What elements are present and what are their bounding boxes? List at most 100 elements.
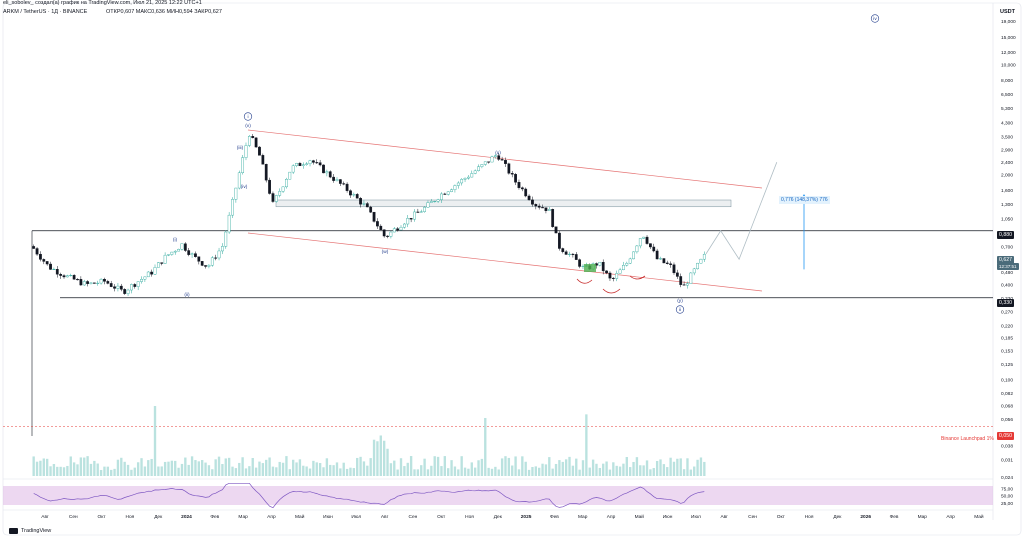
pattern-arc [576, 278, 593, 284]
volume-bar [291, 459, 295, 476]
volume-bar [110, 469, 113, 476]
y-tick-label: 15,000 [1001, 35, 1016, 41]
candle-body [659, 258, 662, 260]
candle-body [359, 198, 362, 205]
candle-body [507, 163, 511, 174]
volume-bar [612, 462, 615, 476]
volume-bar [349, 467, 352, 476]
volume-bar [281, 462, 285, 476]
rsi-tick-label: 25,00 [1001, 501, 1013, 507]
x-tick-label: Сен [748, 514, 757, 520]
volume-bar [470, 462, 473, 476]
candle-body [130, 284, 133, 291]
candle-body [183, 243, 187, 251]
volume-bar [302, 465, 305, 476]
x-tick-label: Дек [154, 514, 163, 520]
x-tick-label: Фев [550, 514, 559, 520]
candle-body [655, 250, 659, 260]
candle-body [483, 161, 487, 165]
volume-bar [423, 458, 426, 476]
volume-bar [463, 467, 467, 476]
y-tick-label: 0,082 [1001, 391, 1013, 397]
candle-body [615, 273, 619, 279]
volume-bar [268, 457, 271, 476]
wave-label-circle [870, 14, 880, 23]
candle-body [547, 209, 551, 211]
x-tick-label: Фев [890, 514, 899, 520]
candle-body [429, 201, 433, 203]
y-tick-label: 0,480 [1001, 270, 1013, 276]
candle-body [416, 211, 420, 213]
candle-body [325, 171, 329, 174]
rsi-band [3, 486, 993, 505]
candle-body [669, 263, 672, 265]
candle-body [571, 253, 575, 255]
volume-bar [625, 457, 628, 476]
volume-bar [238, 462, 241, 476]
tradingview-logo[interactable]: TradingView [9, 528, 51, 534]
volume-bar [106, 466, 110, 476]
volume-bar [194, 460, 197, 476]
volume-bar [211, 469, 214, 476]
candle-body [632, 251, 635, 260]
candle-body [504, 160, 507, 164]
candle-body [362, 203, 366, 205]
x-tick-label: Дек [833, 514, 842, 520]
y-tick-label: 0,031 [1001, 457, 1013, 463]
candle-body [55, 269, 59, 275]
volume-bar [538, 467, 541, 476]
volume-bar [52, 464, 56, 476]
volume-bar [672, 461, 676, 476]
candle-body [598, 261, 602, 266]
candle-body [315, 162, 319, 164]
wave-label: i [247, 114, 248, 120]
volume-bar [699, 457, 703, 476]
volume-bar [521, 456, 524, 476]
candle-body [510, 173, 514, 175]
candle-body [335, 179, 339, 181]
x-tick-label: Авг [41, 514, 49, 520]
volume-bar [426, 469, 430, 476]
candle-body [76, 279, 79, 281]
volume-bar [497, 469, 500, 476]
candle-body [345, 183, 349, 191]
candle-body [123, 289, 127, 294]
volume-bar [45, 458, 49, 476]
wave-label: (iv) [241, 184, 248, 190]
volume-bar [393, 460, 396, 476]
volume-bar [214, 459, 217, 476]
symbol-title[interactable]: ARKM / TetherUS · 1Д · BINANCE [3, 9, 88, 15]
candle-body [487, 161, 491, 163]
wave-label: (x) [495, 150, 501, 156]
volume-bar [153, 406, 157, 476]
volume-bar [514, 456, 517, 476]
candle-body [682, 284, 686, 286]
volume-bar [575, 458, 578, 476]
candle-body [190, 253, 194, 255]
candle-body [113, 286, 116, 289]
price-tag-level-high: 0,880 [997, 231, 1014, 239]
candle-body [274, 195, 278, 202]
candle-body [153, 267, 157, 275]
y-tick-label: 6,500 [1001, 92, 1013, 98]
volume-bar [591, 459, 595, 476]
volume-bar [298, 459, 302, 476]
candle-body [524, 188, 528, 197]
candle-body [163, 254, 167, 264]
volume-bar [686, 458, 689, 476]
candle-body [207, 265, 211, 267]
candle-body [35, 248, 39, 255]
volume-bar [453, 466, 457, 476]
volume-bar [473, 467, 477, 476]
volume-bar [180, 463, 184, 476]
candle-body [446, 191, 450, 195]
volume-bar [605, 461, 608, 476]
candle-body [39, 253, 42, 260]
candle-body [49, 263, 52, 270]
supply-zone-box [275, 199, 732, 208]
volume-bar [126, 464, 130, 476]
volume-bar [76, 464, 79, 476]
candle-body [692, 268, 696, 274]
volume-bar [241, 457, 244, 476]
